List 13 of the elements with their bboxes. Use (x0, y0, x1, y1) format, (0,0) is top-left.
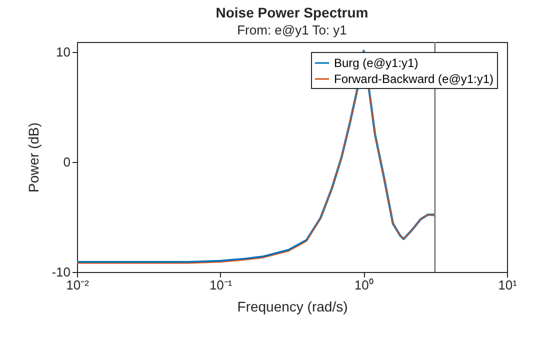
chart-subtitle: From: e@y1 To: y1 (237, 22, 347, 38)
legend-label: Forward-Backward (e@y1:y1) (334, 72, 494, 86)
x-axis-title: Frequency (rad/s) (237, 298, 348, 314)
legend-label: Burg (e@y1:y1) (334, 56, 418, 70)
y-axis-title: Power (dB) (26, 122, 42, 193)
y-tick-label: -10 (52, 264, 70, 280)
y-tick-label: 0 (63, 154, 70, 170)
x-tick-label: 10⁻¹ (209, 278, 233, 292)
x-tick-label: 10¹ (498, 278, 518, 292)
y-tick-label: 10 (56, 44, 70, 60)
x-tick-label: 10⁰ (354, 278, 374, 292)
chart-title: Noise Power Spectrum (216, 4, 368, 20)
x-tick-label: 10⁻² (66, 278, 90, 292)
